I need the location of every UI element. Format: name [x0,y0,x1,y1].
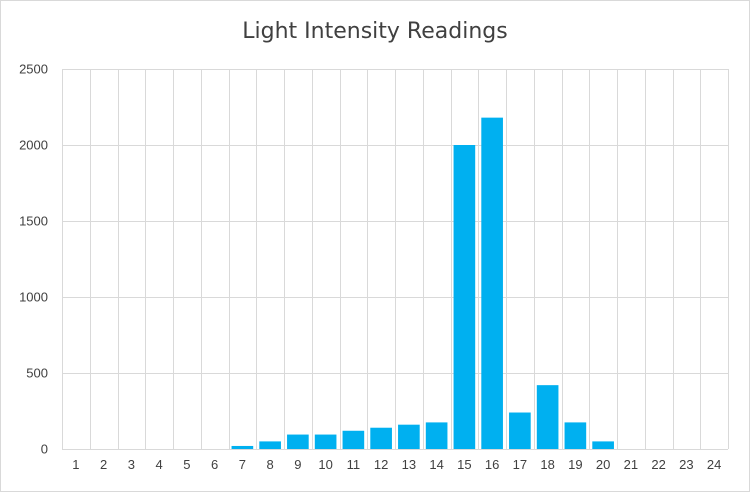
x-tick-label: 15 [457,457,471,472]
x-tick-label: 14 [429,457,443,472]
bar [342,430,365,449]
bar [287,434,309,449]
x-tick-label: 21 [624,457,638,472]
x-tick-label: 17 [513,457,527,472]
bar [481,117,503,449]
bar [259,441,281,449]
y-tick-label: 2500 [19,62,48,77]
x-tick-label: 9 [294,457,301,472]
bar [425,422,448,449]
y-tick-label: 1000 [19,290,48,305]
x-tick-label: 10 [318,457,332,472]
x-tick-label: 1 [72,457,79,472]
bar [592,441,614,449]
x-tick-label: 11 [347,457,361,472]
x-tick-label: 24 [707,457,721,472]
y-tick-label: 2000 [19,138,48,153]
x-tick-label: 6 [211,457,218,472]
bar [398,424,420,449]
x-tick-label: 18 [540,457,554,472]
bar [536,385,559,449]
x-tick-label: 3 [128,457,135,472]
x-tick-label: 19 [568,457,582,472]
bar [453,145,476,449]
bar [370,427,392,449]
x-tick-label: 2 [100,457,107,472]
x-tick-label: 7 [239,457,246,472]
bar [231,445,254,449]
x-tick-label: 20 [596,457,610,472]
x-tick-label: 22 [651,457,665,472]
x-tick-label: 4 [156,457,163,472]
chart-title: Light Intensity Readings [242,19,508,44]
x-tick-label: 12 [374,457,388,472]
bar [509,412,531,449]
y-tick-label: 1500 [19,214,48,229]
bar [564,422,587,449]
bar [314,434,337,449]
x-tick-label: 23 [679,457,693,472]
y-tick-label: 500 [26,366,48,381]
x-tick-label: 16 [485,457,499,472]
x-tick-label: 8 [267,457,274,472]
x-tick-label: 13 [402,457,416,472]
x-tick-label: 5 [183,457,190,472]
y-tick-label: 0 [41,442,48,457]
